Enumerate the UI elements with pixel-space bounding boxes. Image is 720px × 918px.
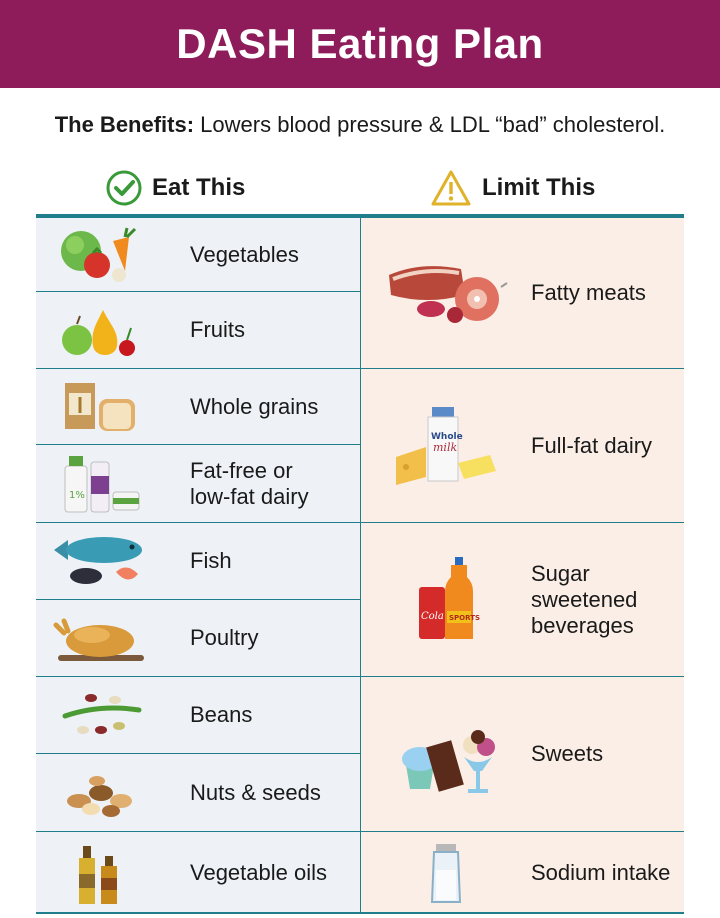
- limit-this-label: Limit This: [482, 174, 596, 201]
- sweets-icon: [381, 709, 511, 799]
- limit-item-label: Full-fat dairy: [531, 432, 653, 458]
- limit-row: Sweets: [361, 677, 684, 832]
- vegetables-icon: [50, 224, 150, 286]
- eat-item-label: Fish: [190, 548, 232, 573]
- warning-icon: [431, 170, 471, 206]
- limit-item-label: Fatty meats: [531, 280, 646, 305]
- eat-row: Fish: [36, 523, 360, 600]
- title-banner: DASH Eating Plan: [0, 0, 720, 88]
- svg-text:milk: milk: [433, 441, 457, 454]
- limit-row: Whole milk Full-fat dairy: [361, 369, 684, 523]
- vegetable-oils-icon: [50, 842, 150, 904]
- food-table: Vegetables Fruits Whole grains: [36, 218, 684, 913]
- eat-row: Beans: [36, 677, 360, 754]
- eat-item-label: Fruits: [190, 317, 245, 342]
- eat-row: Vegetables: [36, 218, 360, 292]
- benefits-text: Lowers blood pressure & LDL “bad” choles…: [194, 112, 666, 137]
- fruits-icon: [50, 299, 150, 361]
- eat-item-label: Whole grains: [190, 393, 319, 419]
- limit-this-heading: Limit This: [430, 168, 595, 208]
- eat-item-label: Vegetables: [190, 241, 299, 267]
- eat-row: Fruits: [36, 292, 360, 369]
- eat-item-label: Beans: [190, 702, 253, 727]
- svg-text:Whole: Whole: [431, 432, 463, 442]
- benefits-line: The Benefits: Lowers blood pressure & LD…: [0, 112, 720, 138]
- svg-text:Cola: Cola: [421, 611, 444, 622]
- header-rule: [36, 214, 684, 218]
- limit-column: Fatty meats Whole milk Full-fat dairy Co…: [361, 218, 684, 913]
- eat-row: Vegetable oils: [36, 832, 360, 913]
- page-title: DASH Eating Plan: [176, 20, 544, 67]
- check-circle-icon: [106, 170, 142, 206]
- limit-row: Sodium intake: [361, 832, 684, 913]
- eat-item-label: Poultry: [190, 625, 259, 650]
- low-fat-dairy-icon: 1%: [50, 453, 150, 515]
- limit-item-label: Sweets: [531, 741, 604, 766]
- beans-icon: [50, 684, 150, 746]
- limit-row: Fatty meats: [361, 218, 684, 369]
- salt-shaker-icon: [381, 828, 511, 918]
- eat-row: Poultry: [36, 600, 360, 677]
- nuts-seeds-icon: [50, 762, 150, 824]
- limit-row: Cola SPORTS Sugar sweetened beverages: [361, 523, 684, 677]
- limit-item-label: Sugar sweetened beverages: [531, 560, 638, 638]
- sugar-beverages-icon: Cola SPORTS: [381, 555, 511, 645]
- whole-grains-icon: [50, 376, 150, 438]
- eat-item-label: Nuts & seeds: [190, 779, 321, 805]
- eat-this-label: Eat This: [152, 174, 246, 201]
- limit-item-label: Sodium intake: [531, 859, 671, 885]
- full-fat-dairy-icon: Whole milk: [381, 401, 511, 491]
- eat-row: Nuts & seeds: [36, 754, 360, 832]
- poultry-icon: [50, 607, 150, 669]
- benefits-label: The Benefits:: [54, 112, 195, 137]
- svg-text:1%: 1%: [69, 490, 85, 501]
- eat-row: Whole grains: [36, 369, 360, 445]
- eat-this-heading: Eat This: [106, 168, 245, 208]
- eat-row: 1% Fat-free or low-fat dairy: [36, 445, 360, 523]
- fish-icon: [50, 530, 150, 592]
- eat-column: Vegetables Fruits Whole grains: [36, 218, 361, 913]
- fatty-meats-icon: [381, 248, 511, 338]
- bottom-rule: [36, 912, 684, 914]
- svg-text:SPORTS: SPORTS: [449, 614, 480, 622]
- eat-item-label: Vegetable oils: [190, 859, 327, 885]
- eat-item-label: Fat-free or low-fat dairy: [190, 457, 309, 509]
